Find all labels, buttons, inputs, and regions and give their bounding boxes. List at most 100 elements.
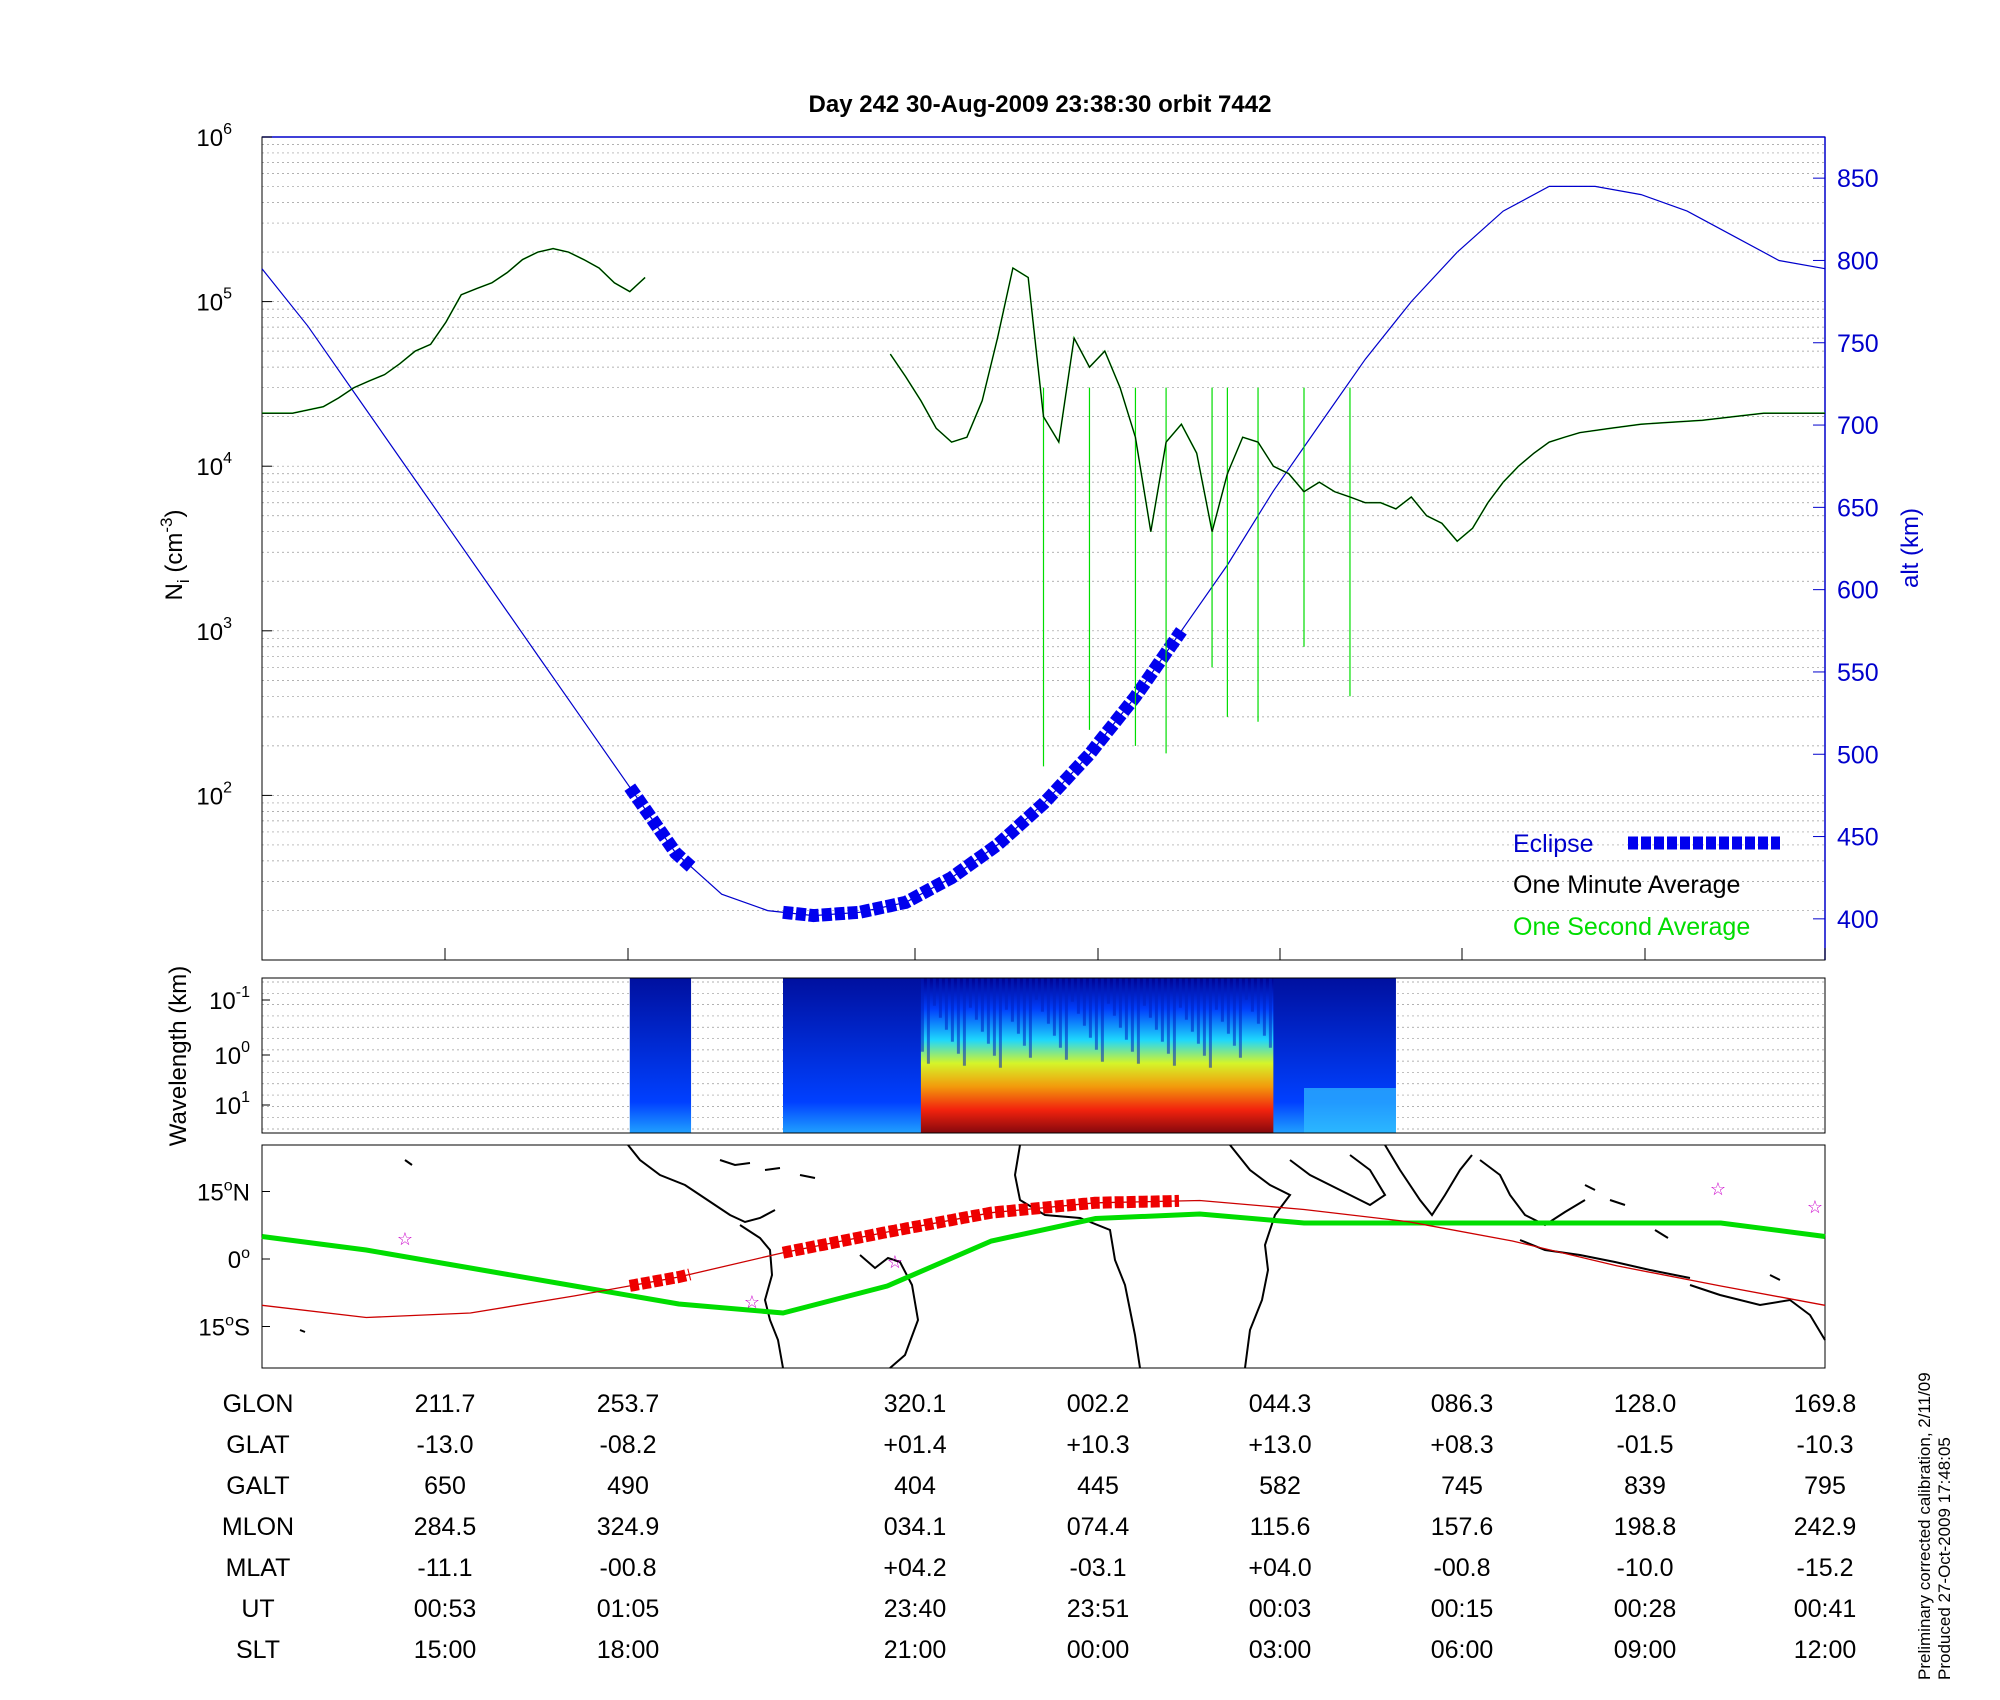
table-cell: 253.7 (597, 1390, 660, 1418)
table-cell: 650 (424, 1472, 466, 1500)
table-cell: 490 (607, 1472, 649, 1500)
table-cell: 074.4 (1067, 1513, 1130, 1541)
y-tick-label: 104 (196, 450, 232, 481)
legend-minute-label: One Minute Average (1513, 871, 1740, 899)
spectro-tick-exponent: -1 (236, 984, 250, 1001)
table-cell: 198.8 (1614, 1513, 1677, 1541)
density-x-ticks (444, 948, 1826, 960)
spectro-streak (956, 978, 960, 1054)
density-y-label: Ni (cm-3) (157, 510, 193, 601)
map-frame (261, 1144, 1826, 1369)
eclipse-segment (782, 627, 1187, 923)
spectro-streak (980, 978, 984, 1032)
spectro-streak (1214, 978, 1218, 1010)
map-tick-value: 15 (197, 1180, 224, 1207)
spectro-streak (1124, 978, 1128, 1040)
star-marker: ☆ (744, 1292, 760, 1312)
spectro-streak (1052, 978, 1056, 1036)
spectro-streak (1076, 978, 1080, 1014)
table-cell: -10.0 (1617, 1554, 1674, 1582)
table-cell: 582 (1259, 1472, 1301, 1500)
coastline-north-america (627, 1144, 776, 1224)
spectro-streak (1034, 978, 1038, 1000)
spectro-tick-exponent: 1 (241, 1089, 250, 1106)
spectro-streak (1166, 978, 1170, 1054)
table-cell: +08.3 (1430, 1431, 1493, 1459)
table-cell: +04.0 (1248, 1554, 1311, 1582)
table-cell: 086.3 (1431, 1390, 1494, 1418)
table-row-label: GLAT (226, 1431, 289, 1459)
table-row-label: UT (241, 1595, 274, 1623)
legend: Eclipse One Minute Average One Second Av… (1513, 830, 1780, 941)
y-tick-exponent: 3 (223, 615, 232, 632)
table-cell: -01.5 (1617, 1431, 1674, 1459)
spectro-streak (1004, 978, 1008, 1010)
table-cell: 128.0 (1614, 1390, 1677, 1418)
eclipse-ground-segment (628, 1268, 692, 1292)
spectro-streak (1010, 978, 1014, 1022)
table-cell: 18:00 (597, 1636, 660, 1664)
table-row-label: SLT (236, 1636, 280, 1664)
map-y-tick-label: 15oN (197, 1178, 250, 1207)
spectro-streak (1142, 978, 1146, 1006)
spectro-streak (1058, 978, 1062, 1048)
map-tick-degree: o (224, 1178, 233, 1195)
spectro-streak (1100, 978, 1104, 1062)
spectro-streak (1046, 978, 1050, 1024)
table-cell: 00:15 (1431, 1595, 1494, 1623)
spectro-streak (1154, 978, 1158, 1030)
legend-eclipse-label: Eclipse (1513, 830, 1594, 858)
spectro-streak (1160, 978, 1164, 1042)
spectro-streak (1016, 978, 1020, 1034)
spectro-streak (986, 978, 990, 1044)
spectro-streak (938, 978, 942, 1018)
star-marker: ☆ (397, 1229, 413, 1249)
spectro-streak (1148, 978, 1152, 1018)
y-tick-label: 102 (196, 779, 232, 810)
spectro-streak (1250, 978, 1254, 1012)
table-cell: 00:28 (1614, 1595, 1677, 1623)
table-cell: +10.3 (1066, 1431, 1129, 1459)
orbit-data-table: GLON GLAT GALT MLON MLAT UT SLT 211.7 -13.0 650 28… (222, 1390, 1856, 1664)
spectro-streak (1268, 978, 1272, 1048)
chart-title: Day 242 30-Aug-2009 23:38:30 orbit 7442 (809, 91, 1272, 118)
spectro-streak (1262, 978, 1266, 1036)
table-cell: 002.2 (1067, 1390, 1130, 1418)
legend-second-label: One Second Average (1513, 913, 1750, 941)
spectro-streak (1070, 978, 1074, 1002)
density-y-label-unit-pre: (cm (161, 533, 188, 580)
coastline-africa (1013, 1144, 1141, 1369)
table-cell: -03.1 (1070, 1554, 1127, 1582)
table-cell: 09:00 (1614, 1636, 1677, 1664)
one-minute-average-line (262, 248, 646, 414)
table-cell: 12:00 (1794, 1636, 1857, 1664)
map-tick-value: 15 (198, 1315, 225, 1342)
spectro-streak (1190, 978, 1194, 1032)
y-tick-exponent: 6 (223, 121, 232, 138)
table-cell: +13.0 (1248, 1431, 1311, 1459)
table-cell: 23:51 (1067, 1595, 1130, 1623)
y2-tick-label: 700 (1837, 412, 1879, 440)
spectro-streak (950, 978, 954, 1042)
spectro-streak (1112, 978, 1116, 1016)
eclipse-segment (624, 783, 696, 872)
spectrogram-heatmap (629, 978, 1396, 1133)
altitude-y-ticks: 400 450 500 550 600 650 700 750 800 850 (1813, 165, 1879, 934)
star-marker: ☆ (1807, 1197, 1823, 1217)
y-tick-label: 105 (196, 286, 232, 317)
y2-tick-label: 750 (1837, 330, 1879, 358)
spectro-tick-base: 10 (209, 988, 236, 1015)
spectro-streak (992, 978, 996, 1056)
map-y-tick-label: 0o (228, 1245, 250, 1274)
table-cell: 06:00 (1431, 1636, 1494, 1664)
spectro-tail (1304, 1088, 1396, 1133)
spectro-streak (1178, 978, 1182, 1008)
eclipse-ground-segment (781, 1194, 1180, 1259)
spectro-streak (1202, 978, 1206, 1056)
table-row-label: GALT (226, 1472, 289, 1500)
spectro-streak (1022, 978, 1026, 1046)
y2-tick-label: 400 (1837, 906, 1879, 934)
spectro-streak (944, 978, 948, 1030)
